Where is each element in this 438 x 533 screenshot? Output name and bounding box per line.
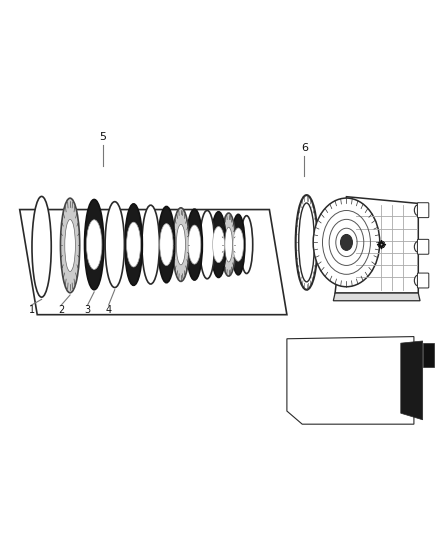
Polygon shape: [287, 336, 414, 424]
Ellipse shape: [340, 235, 353, 251]
Text: 4: 4: [106, 305, 112, 316]
Ellipse shape: [232, 214, 245, 275]
Ellipse shape: [296, 195, 318, 290]
Ellipse shape: [211, 212, 226, 278]
Polygon shape: [423, 343, 434, 367]
Text: 5: 5: [99, 132, 106, 142]
Ellipse shape: [177, 224, 185, 265]
Ellipse shape: [225, 227, 233, 262]
Ellipse shape: [240, 216, 253, 273]
Ellipse shape: [200, 211, 215, 279]
Ellipse shape: [414, 205, 422, 216]
Ellipse shape: [414, 241, 422, 252]
Ellipse shape: [86, 220, 102, 269]
Ellipse shape: [60, 198, 80, 293]
Text: 6: 6: [301, 143, 308, 154]
FancyBboxPatch shape: [417, 239, 429, 254]
Text: 1: 1: [28, 305, 35, 316]
FancyBboxPatch shape: [417, 203, 429, 217]
Polygon shape: [333, 293, 420, 301]
Ellipse shape: [173, 208, 189, 281]
Ellipse shape: [313, 198, 380, 287]
Ellipse shape: [32, 197, 51, 297]
Ellipse shape: [65, 220, 75, 271]
Ellipse shape: [222, 213, 236, 276]
Text: 3: 3: [85, 305, 91, 316]
Ellipse shape: [127, 222, 141, 267]
FancyBboxPatch shape: [417, 273, 429, 288]
Ellipse shape: [160, 224, 173, 265]
Polygon shape: [335, 197, 418, 293]
Ellipse shape: [187, 209, 202, 280]
Ellipse shape: [233, 228, 244, 261]
Ellipse shape: [105, 201, 124, 287]
Ellipse shape: [125, 204, 142, 285]
Ellipse shape: [188, 225, 201, 264]
Ellipse shape: [212, 227, 225, 263]
Ellipse shape: [299, 203, 314, 282]
Polygon shape: [401, 341, 423, 420]
Ellipse shape: [414, 275, 422, 286]
Ellipse shape: [142, 205, 159, 284]
Text: 2: 2: [58, 305, 64, 316]
Ellipse shape: [158, 206, 175, 282]
Ellipse shape: [85, 199, 104, 290]
